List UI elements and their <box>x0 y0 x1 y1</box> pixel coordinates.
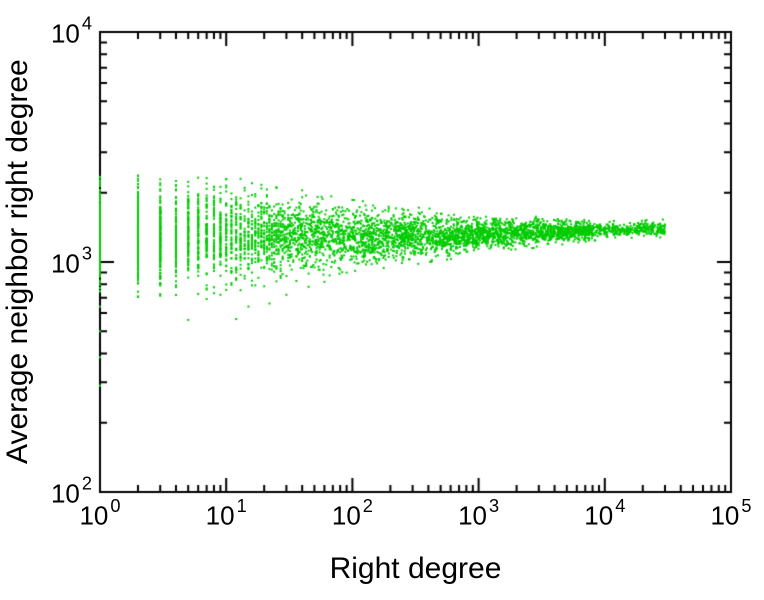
tick-base: 10 <box>79 500 109 531</box>
x-tick-label: 10 0 <box>79 497 120 531</box>
tick-base: 10 <box>50 18 80 49</box>
x-tick-label: 10 2 <box>331 497 373 531</box>
tick-exponent: 5 <box>741 496 752 517</box>
tick-base: 10 <box>458 500 487 531</box>
tick-exponent: 3 <box>81 243 92 264</box>
tick-exponent: 4 <box>615 496 626 517</box>
tick-base: 10 <box>50 248 80 279</box>
y-tick-label: 10 4 <box>50 15 92 49</box>
tick-exponent: 4 <box>81 13 92 34</box>
tick-base: 10 <box>710 500 740 531</box>
y-tick-label: 10 2 <box>50 475 92 509</box>
x-tick-label: 10 1 <box>205 497 247 531</box>
x-tick-label: 10 5 <box>710 497 751 531</box>
x-tick-label: 10 3 <box>458 497 499 531</box>
tick-exponent: 2 <box>81 473 92 494</box>
tick-base: 10 <box>50 478 80 509</box>
tick-exponent: 3 <box>488 496 500 517</box>
tick-base: 10 <box>584 500 614 531</box>
y-tick-label: 10 3 <box>50 245 92 279</box>
x-tick-label: 10 4 <box>584 497 625 531</box>
x-axis-label: Right degree <box>329 552 502 585</box>
tick-base: 10 <box>205 500 235 531</box>
y-axis-label: Average neighbor right degree <box>1 59 34 465</box>
tick-exponent: 2 <box>362 496 373 517</box>
tick-exponent: 1 <box>236 496 247 517</box>
tick-exponent: 0 <box>110 496 121 517</box>
tick-base: 10 <box>331 500 361 531</box>
